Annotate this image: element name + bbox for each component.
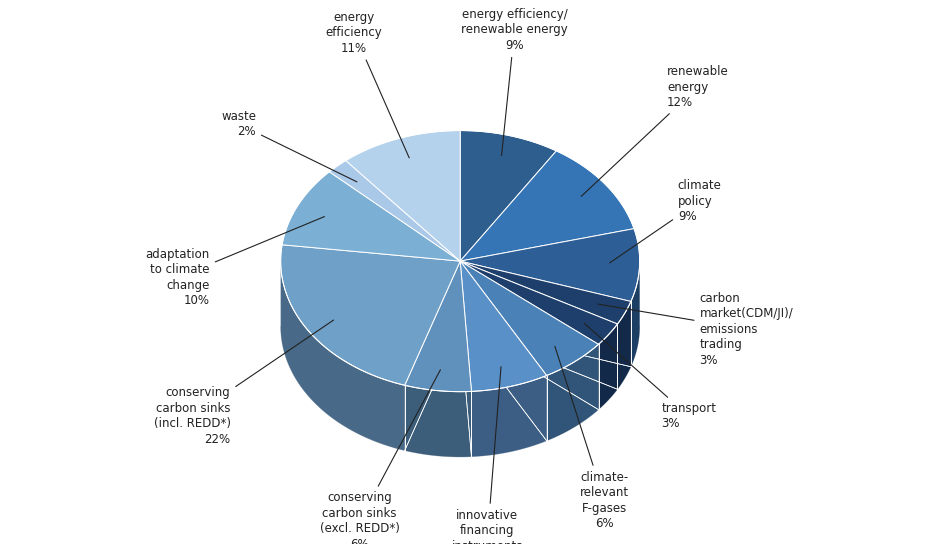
Polygon shape xyxy=(617,301,630,390)
Polygon shape xyxy=(460,261,630,324)
Text: transport
3%: transport 3% xyxy=(584,323,716,430)
Text: energy efficiency/
renewable energy
9%: energy efficiency/ renewable energy 9% xyxy=(461,8,567,156)
Text: climate-
relevant
F-gases
6%: climate- relevant F-gases 6% xyxy=(554,347,628,530)
Text: innovative
financing
instruments
7%: innovative financing instruments 7% xyxy=(451,367,523,544)
Polygon shape xyxy=(460,131,556,261)
Text: waste
2%: waste 2% xyxy=(221,110,357,182)
Polygon shape xyxy=(460,261,546,392)
Text: climate
policy
9%: climate policy 9% xyxy=(609,180,721,263)
Text: renewable
energy
12%: renewable energy 12% xyxy=(581,65,728,196)
Polygon shape xyxy=(460,261,617,344)
Polygon shape xyxy=(598,324,617,410)
Text: conserving
carbon sinks
(excl. REDD*)
6%: conserving carbon sinks (excl. REDD*) 6% xyxy=(319,370,440,544)
Polygon shape xyxy=(329,160,460,261)
Polygon shape xyxy=(282,172,460,261)
Text: conserving
carbon sinks
(incl. REDD*)
22%: conserving carbon sinks (incl. REDD*) 22… xyxy=(153,320,333,446)
Polygon shape xyxy=(460,228,639,301)
Polygon shape xyxy=(546,344,598,441)
Text: adaptation
to climate
change
10%: adaptation to climate change 10% xyxy=(146,217,324,307)
Polygon shape xyxy=(460,261,598,375)
Text: energy
efficiency
11%: energy efficiency 11% xyxy=(326,11,408,158)
Polygon shape xyxy=(405,385,471,457)
Polygon shape xyxy=(346,131,460,261)
Polygon shape xyxy=(405,261,471,392)
Polygon shape xyxy=(471,375,546,457)
Polygon shape xyxy=(281,262,405,450)
Polygon shape xyxy=(460,151,633,261)
Text: carbon
market(CDM/JI)/
emissions
trading
3%: carbon market(CDM/JI)/ emissions trading… xyxy=(598,292,792,367)
Polygon shape xyxy=(281,245,460,385)
Polygon shape xyxy=(630,261,639,367)
